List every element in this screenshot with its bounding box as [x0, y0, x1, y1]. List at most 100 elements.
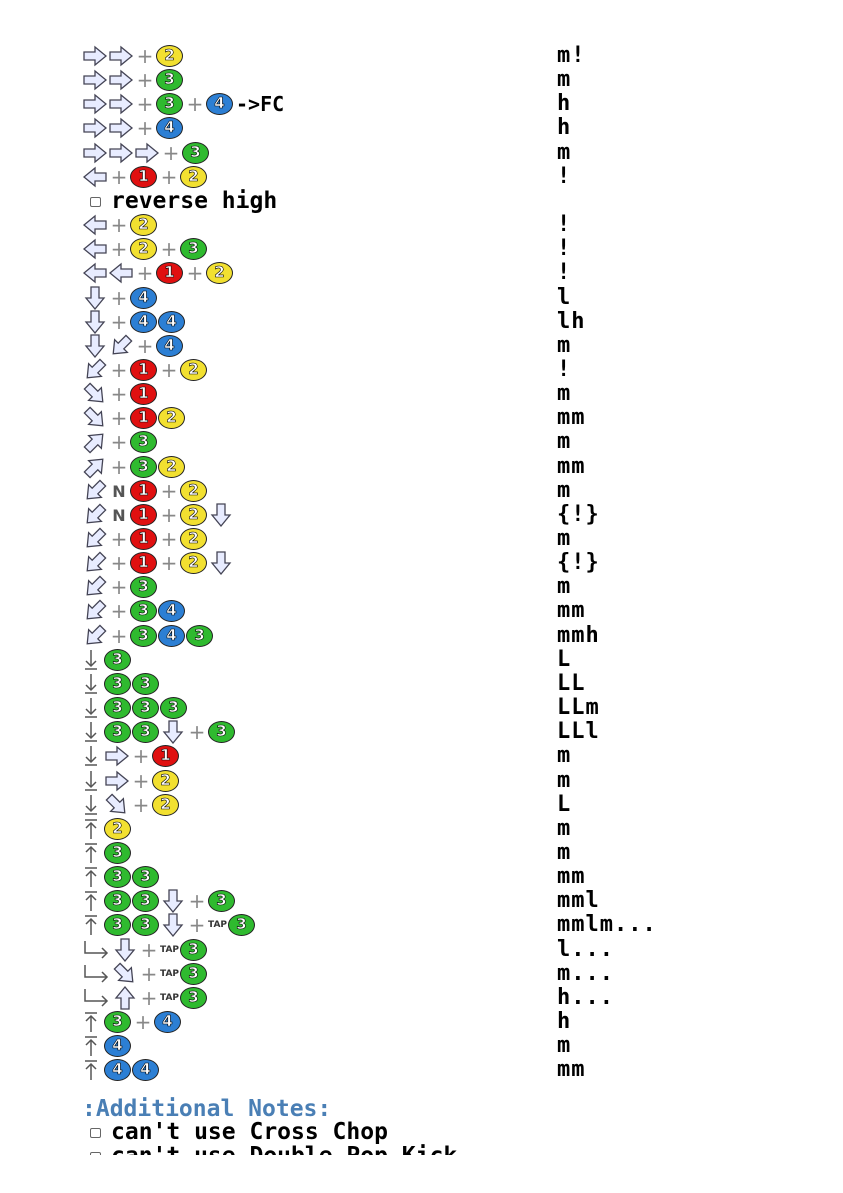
button-2-icon: 2 [206, 262, 233, 284]
move-row: +4 l [82, 286, 802, 310]
button-2-icon: 2 [180, 504, 207, 526]
hit-level: m [557, 381, 572, 406]
sidestep-up-icon [82, 913, 104, 937]
button-4-icon: 4 [206, 93, 233, 115]
hit-level: h... [557, 985, 614, 1010]
command-input: +3 [82, 430, 158, 454]
button-3-icon: 3 [104, 914, 131, 936]
button-3-icon: 3 [132, 673, 159, 695]
button-2-icon: 2 [104, 818, 131, 840]
command-input: N 1 +2 [82, 503, 234, 527]
plus-icon: + [110, 213, 128, 237]
move-row: +3 m [82, 430, 802, 454]
plus-icon: + [140, 938, 158, 962]
forward-arrow-icon [108, 44, 134, 68]
plus-icon: + [110, 406, 128, 430]
command-input: +3 [82, 575, 158, 599]
hit-level: m [557, 574, 572, 599]
button-3-icon: 3 [104, 697, 131, 719]
button-4-icon: 4 [104, 1035, 131, 1057]
button-2-icon: 2 [180, 359, 207, 381]
forward-arrow-icon [108, 92, 134, 116]
hit-level: mm [557, 1057, 586, 1082]
move-row: +3 4 3 mmh [82, 624, 802, 648]
button-2-icon: 2 [180, 552, 207, 574]
button-2-icon: 2 [152, 794, 179, 816]
move-row: +3 m [82, 575, 802, 599]
hit-level: m... [557, 961, 614, 986]
back-arrow-icon [82, 213, 108, 237]
command-input: 3 +4 [82, 1010, 182, 1034]
button-1-icon: 1 [130, 407, 157, 429]
back-arrow-icon [82, 237, 108, 261]
down-arrow-icon [82, 334, 108, 358]
command-input: +4 [82, 116, 184, 140]
command-input: 4 [82, 1034, 132, 1058]
move-row: N 1 +2 {!} [82, 503, 802, 527]
command-input: +1 +2 [82, 358, 208, 382]
move-row: +1 +2 {!} [82, 551, 802, 575]
button-3-icon: 3 [208, 721, 235, 743]
sidestep-down-icon [82, 672, 104, 696]
forward-arrow-icon [104, 744, 130, 768]
hit-level: ! [557, 357, 572, 382]
down-forward-arrow-icon [82, 382, 108, 406]
button-3-icon: 3 [180, 987, 208, 1009]
button-3-icon: 3 [180, 238, 207, 260]
note-item: can't use Cross Chop [90, 1120, 388, 1144]
back-arrow-icon [82, 165, 108, 189]
plus-icon: + [160, 503, 178, 527]
down-arrow-icon [82, 310, 108, 334]
button-3-icon: 3 [208, 890, 235, 912]
move-row: + TAP 3 l... [82, 938, 802, 962]
move-list-document: +2 m! +3 m +3 +4 ->FC h +4 h +3 m +1 +2! reverse … [82, 44, 802, 1155]
command-input: +2 [82, 44, 184, 68]
command-input: +1 2 [82, 406, 186, 430]
button-4-icon: 4 [158, 311, 185, 333]
forward-arrow-icon [82, 44, 108, 68]
move-row: +2 m! [82, 44, 802, 68]
while-rising-icon [82, 986, 112, 1010]
hit-level: mmh [557, 623, 600, 648]
button-3-icon: 3 [132, 866, 159, 888]
plus-icon: + [110, 551, 128, 575]
command-input: +3 [82, 68, 184, 92]
hit-level: mm [557, 598, 586, 623]
note-item: can't use Double Pop Kick [90, 1144, 457, 1155]
button-3-icon: 3 [156, 93, 183, 115]
plus-icon: + [188, 913, 206, 937]
sidestep-down-icon [82, 720, 104, 744]
button-3-icon: 3 [104, 890, 131, 912]
move-row: +1 +2! [82, 358, 802, 382]
plus-icon: + [110, 382, 128, 406]
sidestep-down-icon [82, 769, 104, 793]
move-row: 3 3 3 LLm [82, 696, 802, 720]
button-3-icon: 3 [180, 963, 208, 985]
tap-label: TAP [160, 945, 180, 955]
button-4-icon: 4 [130, 311, 157, 333]
button-3-icon: 3 [130, 431, 157, 453]
down-back-arrow-icon [82, 479, 108, 503]
hit-level: m [557, 768, 572, 793]
sidestep-down-icon [82, 793, 104, 817]
command-input: N 1 +2 [82, 479, 208, 503]
move-row: 3 3 LL [82, 672, 802, 696]
button-3-icon: 3 [186, 625, 213, 647]
plus-icon: + [110, 624, 128, 648]
hit-level: m [557, 478, 572, 503]
command-input: + TAP 3 [82, 986, 208, 1010]
button-4-icon: 4 [158, 600, 185, 622]
button-3-icon: 3 [130, 576, 157, 598]
button-3-icon: 3 [104, 842, 131, 864]
down-arrow-icon [160, 913, 186, 937]
hit-level: m [557, 67, 572, 92]
command-input: 3 [82, 841, 132, 865]
button-4-icon: 4 [132, 1059, 159, 1081]
